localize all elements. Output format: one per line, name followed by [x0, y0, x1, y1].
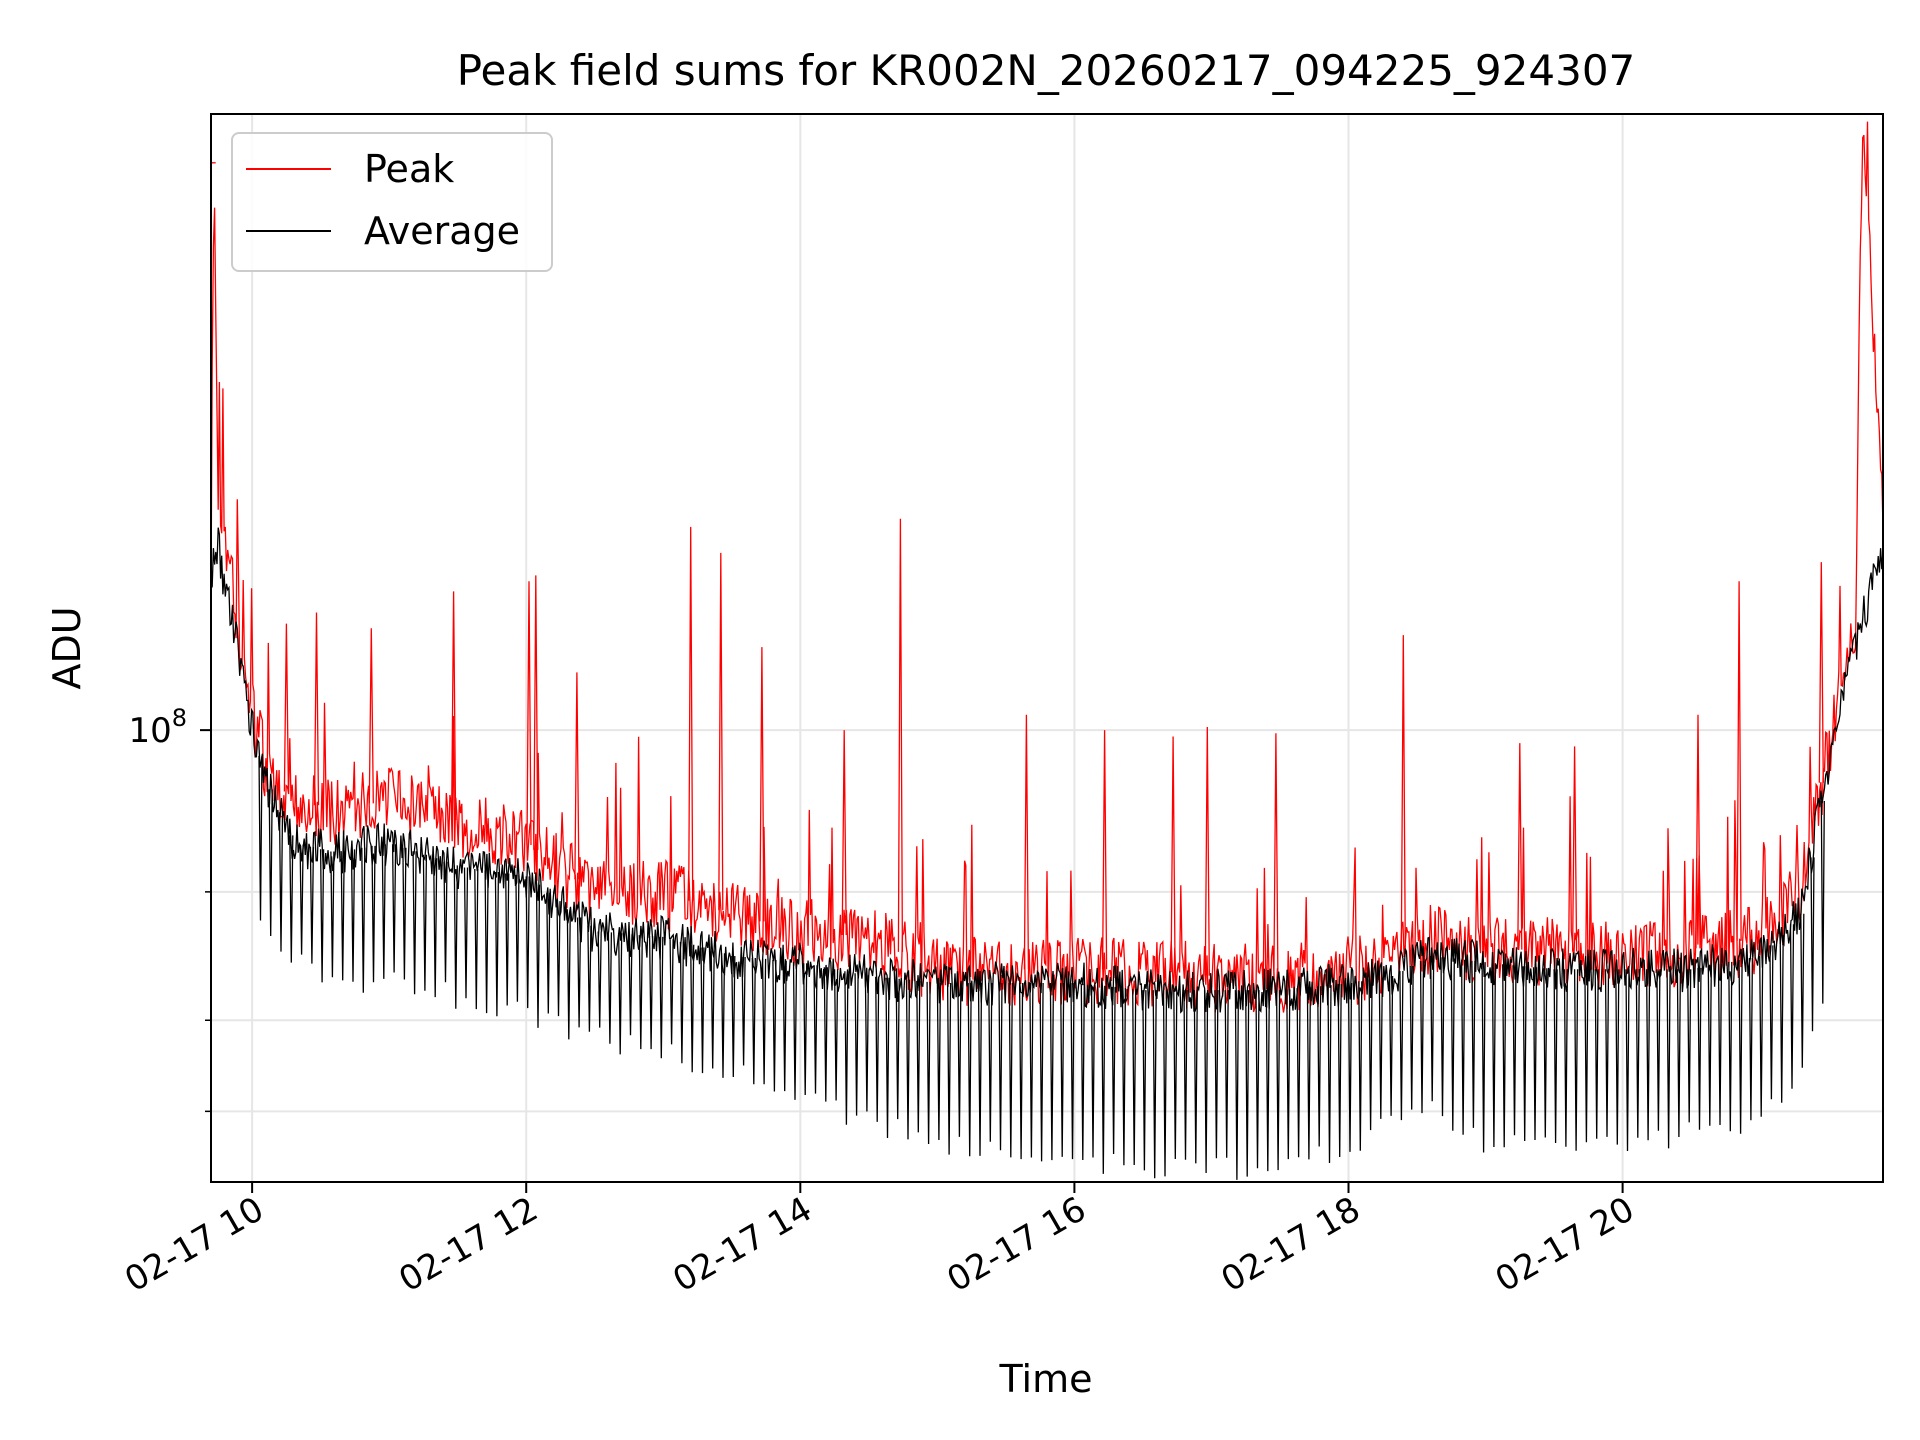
series-average-line: [211, 527, 1883, 1014]
y-tick-exponent: 8: [172, 704, 187, 732]
peak-spike: [841, 730, 847, 936]
peak-spike: [450, 591, 457, 821]
peak-spike: [283, 623, 290, 792]
legend-label-peak: Peak: [364, 147, 454, 191]
peak-spike: [718, 552, 724, 911]
series-peak-line: [211, 121, 1883, 1013]
y-axis-label: ADU: [45, 606, 89, 689]
peak-spike: [526, 581, 532, 846]
peak-spike: [1170, 736, 1176, 973]
peak-spike: [1400, 635, 1406, 955]
average-dips: [258, 755, 1825, 1180]
peak-spike: [1273, 733, 1279, 977]
peak-spike: [533, 575, 539, 850]
peak-spike: [1517, 743, 1523, 950]
legend: Peak Average: [231, 132, 553, 272]
peak-spike: [313, 612, 320, 806]
peak-spike: [1101, 730, 1108, 970]
legend-label-average: Average: [364, 209, 520, 253]
peak-spike: [688, 526, 694, 901]
peak-spike: [1695, 714, 1701, 949]
peak-spike: [759, 647, 765, 922]
x-axis-label: Time: [999, 1357, 1093, 1401]
peak-spike: [1204, 726, 1210, 976]
plot-frame: [210, 113, 1884, 1183]
peak-spike: [1736, 581, 1742, 941]
series-layer: [211, 121, 1883, 1180]
chart-title: Peak field sums for KR002N_20260217_0942…: [457, 46, 1636, 95]
peak-spike: [1023, 714, 1030, 970]
peak-spike: [1571, 746, 1578, 952]
peak-spike: [368, 628, 374, 804]
peak-spike: [574, 672, 580, 880]
peak-spike: [1818, 562, 1824, 783]
peak-spike: [897, 518, 904, 952]
legend-box: [231, 132, 553, 272]
